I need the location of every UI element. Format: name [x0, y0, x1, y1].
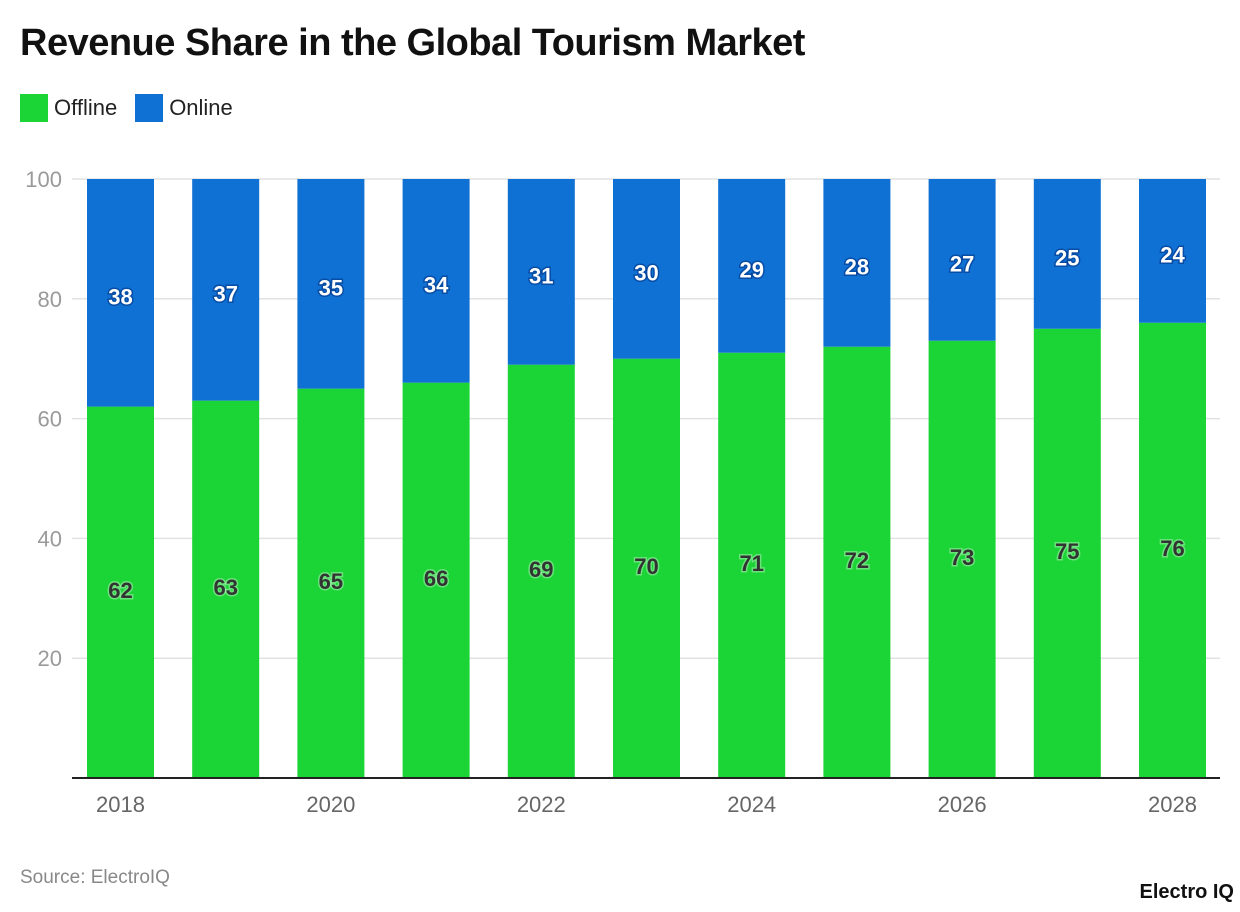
- bar-offline: [1033, 328, 1101, 778]
- bar-offline: [192, 400, 260, 778]
- data-label-offline: 71: [739, 551, 763, 576]
- data-label-online: 38: [108, 285, 132, 310]
- bar-online: [192, 179, 260, 401]
- bar-offline: [1139, 322, 1206, 778]
- bar-online: [87, 179, 154, 407]
- data-label-online: 30: [634, 261, 658, 286]
- data-label-offline: 66: [424, 566, 448, 591]
- data-label-online: 24: [1160, 243, 1185, 268]
- x-tick-label: 2028: [1148, 792, 1197, 817]
- legend-item-online: Online: [135, 94, 233, 122]
- bar-online: [928, 179, 996, 341]
- legend: Offline Online: [20, 94, 233, 122]
- bar-online: [823, 179, 891, 347]
- data-label-online: 28: [845, 255, 869, 280]
- x-tick-label: 2026: [938, 792, 987, 817]
- data-label-offline: 72: [845, 548, 869, 573]
- y-tick-label: 100: [25, 167, 62, 192]
- bar-online: [613, 179, 680, 359]
- data-label-offline: 69: [529, 557, 553, 582]
- data-label-offline: 73: [950, 545, 974, 570]
- bar-offline: [507, 364, 575, 778]
- bar-offline: [823, 346, 891, 778]
- y-tick-label: 20: [38, 646, 62, 671]
- data-label-offline: 70: [634, 554, 658, 579]
- data-label-online: 25: [1055, 246, 1079, 271]
- data-label-online: 34: [424, 273, 449, 298]
- legend-swatch-offline: [20, 94, 48, 122]
- data-label-offline: 65: [319, 569, 343, 594]
- x-tick-label: 2024: [727, 792, 776, 817]
- bar-offline: [402, 382, 470, 778]
- bar-online: [1033, 179, 1101, 329]
- data-label-online: 27: [950, 252, 974, 277]
- bar-online: [718, 179, 786, 353]
- y-tick-label: 80: [38, 287, 62, 312]
- data-label-offline: 76: [1160, 536, 1184, 561]
- legend-item-offline: Offline: [20, 94, 117, 122]
- x-tick-label: 2022: [517, 792, 566, 817]
- data-label-offline: 75: [1055, 539, 1079, 564]
- legend-label: Offline: [54, 95, 118, 120]
- bar-offline: [718, 352, 786, 778]
- data-label-online: 31: [529, 264, 553, 289]
- source-note: Source: ElectroIQ: [20, 867, 170, 888]
- chart-title: Revenue Share in the Global Tourism Mark…: [20, 22, 805, 64]
- bar-online: [402, 179, 470, 383]
- data-label-online: 37: [213, 282, 237, 307]
- logo: Electro IQ: [1139, 881, 1234, 903]
- bar-offline: [87, 406, 154, 778]
- y-tick-label: 60: [38, 407, 62, 432]
- x-tick-label: 2018: [96, 792, 145, 817]
- x-tick-label: 2020: [306, 792, 355, 817]
- bar-online: [1139, 179, 1206, 323]
- bar-offline: [613, 358, 680, 778]
- bar-offline: [928, 340, 996, 778]
- legend-label: Online: [169, 95, 233, 120]
- bar-online: [297, 179, 365, 389]
- legend-swatch-online: [135, 94, 164, 122]
- y-tick-label: 40: [38, 526, 62, 551]
- data-label-online: 35: [319, 276, 343, 301]
- data-label-offline: 63: [213, 575, 237, 600]
- bar-offline: [297, 388, 365, 778]
- data-label-online: 29: [739, 258, 763, 283]
- bar-online: [507, 179, 575, 365]
- data-label-offline: 62: [108, 578, 132, 603]
